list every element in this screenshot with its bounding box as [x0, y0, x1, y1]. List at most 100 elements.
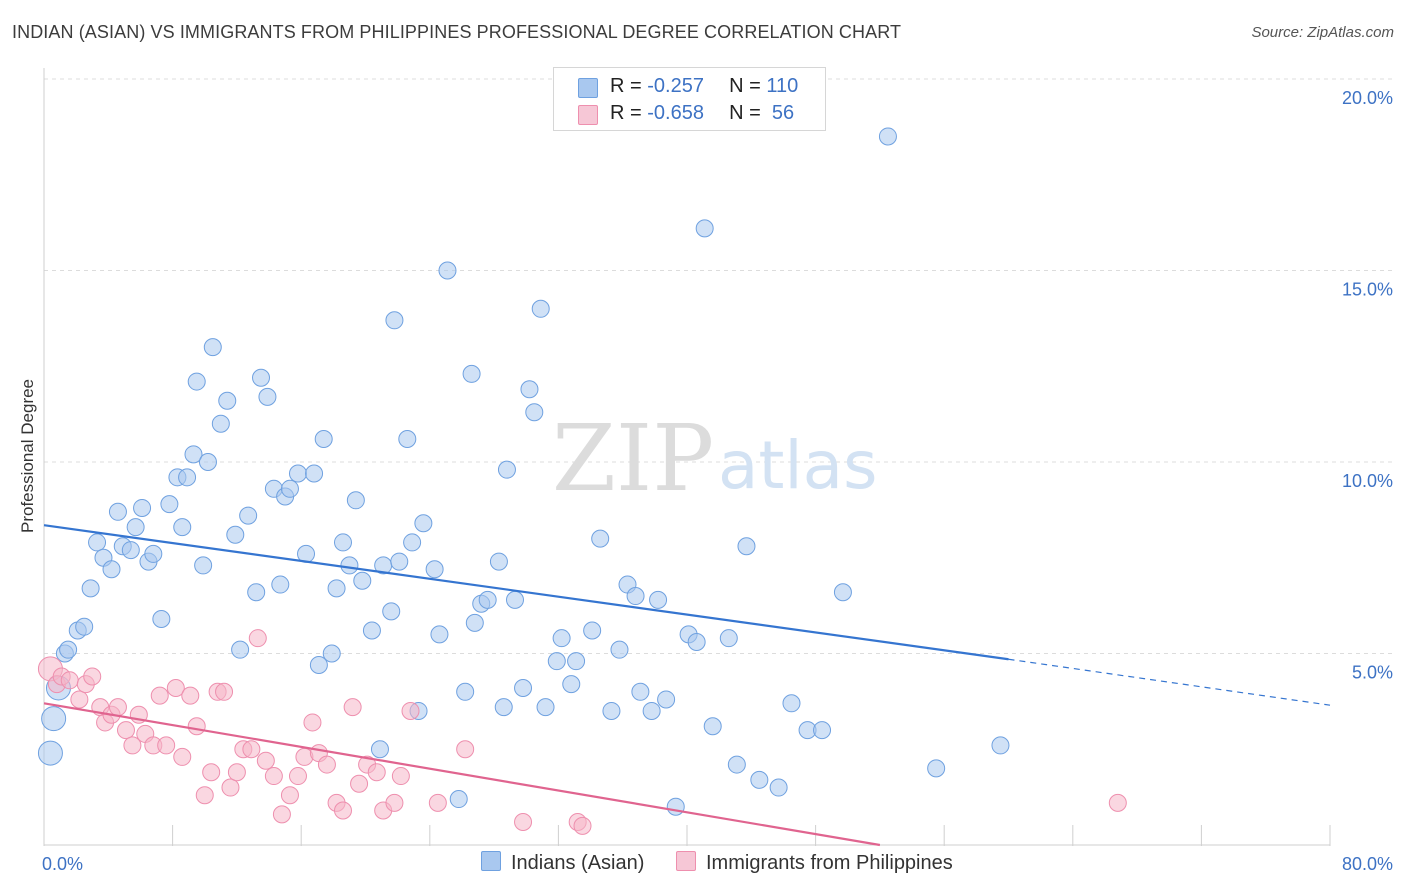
watermark-zip: ZIP: [552, 405, 714, 512]
point-1-50: [428, 793, 447, 812]
point-0-80: [552, 629, 571, 648]
point-0-18: [152, 610, 171, 629]
point-1-52: [514, 813, 533, 832]
point-1-12: [123, 736, 142, 755]
legend-n-value: 56: [766, 102, 795, 124]
point-0-75: [520, 380, 539, 399]
series-0: [37, 127, 1010, 816]
point-0-40: [288, 464, 307, 483]
point-1-22: [195, 786, 214, 805]
point-0-76: [525, 403, 544, 422]
point-0-78: [536, 698, 555, 717]
point-1-45: [367, 763, 386, 782]
point-0-15: [133, 498, 152, 517]
point-1-6: [83, 667, 102, 686]
watermark: ZIP atlas: [552, 405, 878, 512]
point-0-102: [769, 778, 788, 797]
point-0-72: [497, 460, 516, 479]
point-1-30: [248, 629, 267, 648]
x-tick-labels: 0.0% 80.0%: [42, 854, 1393, 874]
point-0-39: [280, 479, 299, 498]
point-0-50: [353, 571, 372, 590]
point-1-55: [1108, 793, 1127, 812]
y-tick-label-20: 20.0%: [1342, 88, 1393, 108]
point-1-23: [202, 763, 221, 782]
point-0-31: [231, 640, 250, 659]
point-0-77: [531, 299, 550, 318]
point-0-45: [322, 644, 341, 663]
point-0-93: [666, 797, 685, 816]
point-0-82: [567, 652, 586, 671]
point-0-44: [314, 430, 333, 449]
legend-r-value: -0.658: [647, 102, 704, 124]
watermark-atlas: atlas: [718, 427, 878, 504]
point-1-11: [116, 721, 135, 740]
point-0-71: [494, 698, 513, 717]
point-1-26: [221, 778, 240, 797]
point-0-100: [737, 537, 756, 556]
point-0-22: [178, 468, 197, 487]
point-0-101: [750, 770, 769, 789]
point-0-79: [547, 652, 566, 671]
point-0-92: [657, 690, 676, 709]
point-0-29: [218, 391, 237, 410]
point-1-42: [343, 698, 362, 717]
point-0-37: [271, 575, 290, 594]
legend-swatch-pink: [676, 851, 696, 871]
point-0-98: [719, 629, 738, 648]
point-0-58: [403, 533, 422, 552]
point-0-62: [430, 625, 449, 644]
point-0-8: [88, 533, 107, 552]
point-0-106: [833, 583, 852, 602]
point-0-105: [813, 721, 832, 740]
legend-n-label: N =: [729, 75, 767, 97]
point-0-90: [642, 701, 661, 720]
point-0-47: [333, 533, 352, 552]
point-0-103: [782, 694, 801, 713]
point-0-25: [194, 556, 213, 575]
y-axis-title: Professional Degree: [18, 379, 37, 533]
point-0-108: [927, 759, 946, 778]
point-0-86: [610, 640, 629, 659]
point-0-11: [108, 502, 127, 521]
point-1-21: [187, 717, 206, 736]
point-0-81: [562, 675, 581, 694]
point-0-49: [346, 491, 365, 510]
point-1-49: [401, 701, 420, 720]
point-0-91: [649, 590, 668, 609]
point-1-18: [166, 678, 185, 697]
point-1-29: [242, 740, 261, 759]
point-0-42: [305, 464, 324, 483]
legend-swatch-blue: [578, 78, 598, 98]
y-tick-labels: 5.0% 10.0% 15.0% 20.0%: [1342, 88, 1393, 683]
point-0-24: [187, 372, 206, 391]
point-1-32: [264, 767, 283, 786]
legend-r-label: R =: [610, 75, 648, 97]
point-1-33: [272, 805, 291, 824]
point-0-10: [102, 560, 121, 579]
point-0-6: [75, 617, 94, 636]
legend-r-label: R =: [610, 102, 648, 124]
point-0-14: [126, 518, 145, 537]
point-0-69: [478, 590, 497, 609]
point-0-95: [687, 633, 706, 652]
point-1-20: [181, 686, 200, 705]
point-0-83: [583, 621, 602, 640]
legend-n-value: 110: [766, 75, 799, 97]
point-1-48: [391, 767, 410, 786]
point-0-27: [203, 338, 222, 357]
point-0-96: [695, 219, 714, 238]
point-0-43: [309, 655, 328, 674]
bottom-legend-philippines: Immigrants from Philippines: [676, 851, 953, 875]
point-0-56: [390, 552, 409, 571]
point-1-19: [173, 747, 192, 766]
y-tick-label-5: 5.0%: [1352, 663, 1393, 683]
point-1-10: [108, 698, 127, 717]
point-0-13: [121, 541, 140, 560]
point-0-0: [37, 740, 63, 766]
point-1-43: [350, 774, 369, 793]
point-0-4: [59, 640, 78, 659]
point-1-16: [150, 686, 169, 705]
point-0-84: [591, 529, 610, 548]
legend-n-label: N =: [729, 102, 767, 124]
